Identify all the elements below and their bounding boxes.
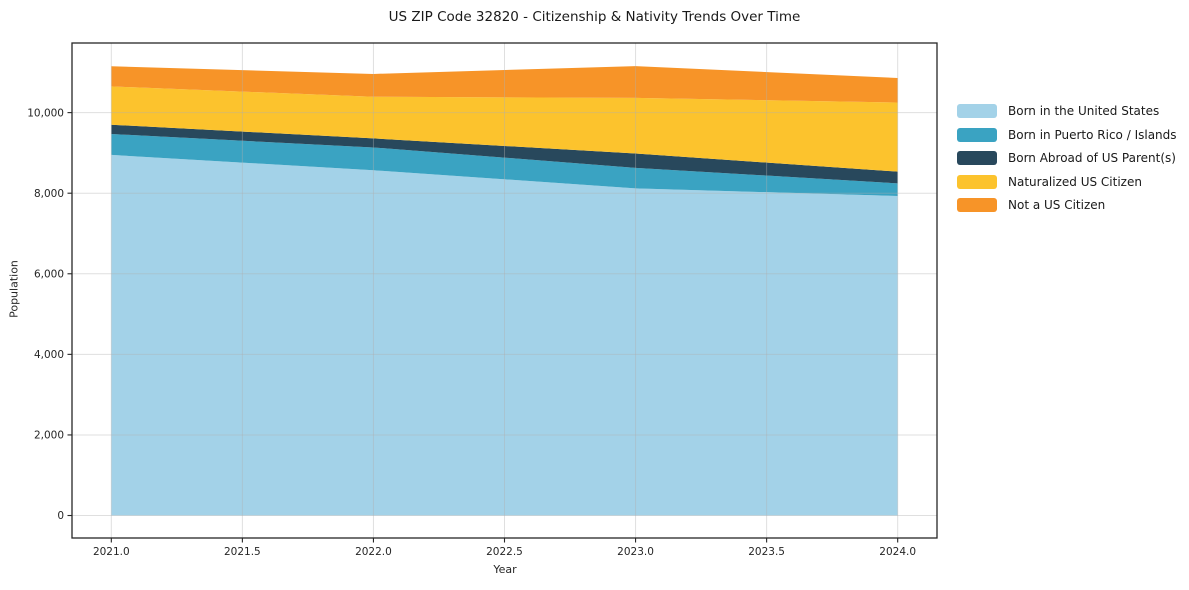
y-axis-label: Population bbox=[7, 260, 21, 318]
legend-item: Born in Puerto Rico / Islands bbox=[957, 127, 1177, 142]
y-tick-label: 8,000 bbox=[34, 188, 64, 200]
y-tick-label: 0 bbox=[57, 510, 64, 522]
x-tick-label: 2021.5 bbox=[224, 546, 261, 558]
legend-swatch bbox=[957, 198, 997, 212]
legend-label: Born in the United States bbox=[1008, 104, 1160, 118]
area-series-4 bbox=[111, 66, 898, 103]
legend-label: Naturalized US Citizen bbox=[1008, 174, 1142, 189]
x-tick-label: 2022.5 bbox=[486, 546, 523, 558]
legend-label: Born in Puerto Rico / Islands bbox=[1008, 127, 1177, 142]
tick-marks bbox=[67, 112, 899, 543]
x-tick-label: 2023.5 bbox=[748, 546, 785, 558]
area-series-0 bbox=[111, 154, 898, 516]
y-tick-label: 2,000 bbox=[34, 430, 64, 442]
gridlines bbox=[72, 43, 937, 538]
legend-item: Naturalized US Citizen bbox=[957, 174, 1177, 189]
x-tick-label: 2022.0 bbox=[355, 546, 392, 558]
x-tick-label: 2021.0 bbox=[93, 546, 130, 558]
chart-title: US ZIP Code 32820 - Citizenship & Nativi… bbox=[388, 9, 801, 25]
legend-swatch bbox=[957, 151, 997, 165]
area-series-1 bbox=[111, 133, 898, 197]
x-tick-label: 2024.0 bbox=[879, 546, 916, 558]
area-series-2 bbox=[111, 124, 898, 184]
legend: Born in the United States Born in Puerto … bbox=[957, 104, 1177, 222]
legend-swatch bbox=[957, 127, 997, 142]
area-series-3 bbox=[111, 86, 898, 172]
x-axis-label: Year bbox=[493, 563, 517, 576]
legend-label: Not a US Citizen bbox=[1008, 198, 1106, 212]
legend-label: Born Abroad of US Parent(s) bbox=[1008, 151, 1176, 165]
legend-swatch bbox=[957, 104, 997, 118]
x-tick-label: 2023.0 bbox=[617, 546, 654, 558]
y-tick-label: 6,000 bbox=[34, 268, 64, 280]
y-tick-label: 4,000 bbox=[34, 349, 64, 361]
legend-item: Born in the United States bbox=[957, 104, 1177, 118]
legend-item: Not a US Citizen bbox=[957, 198, 1177, 212]
legend-item: Born Abroad of US Parent(s) bbox=[957, 151, 1177, 165]
legend-swatch bbox=[957, 174, 997, 189]
y-tick-label: 10,000 bbox=[27, 107, 64, 119]
